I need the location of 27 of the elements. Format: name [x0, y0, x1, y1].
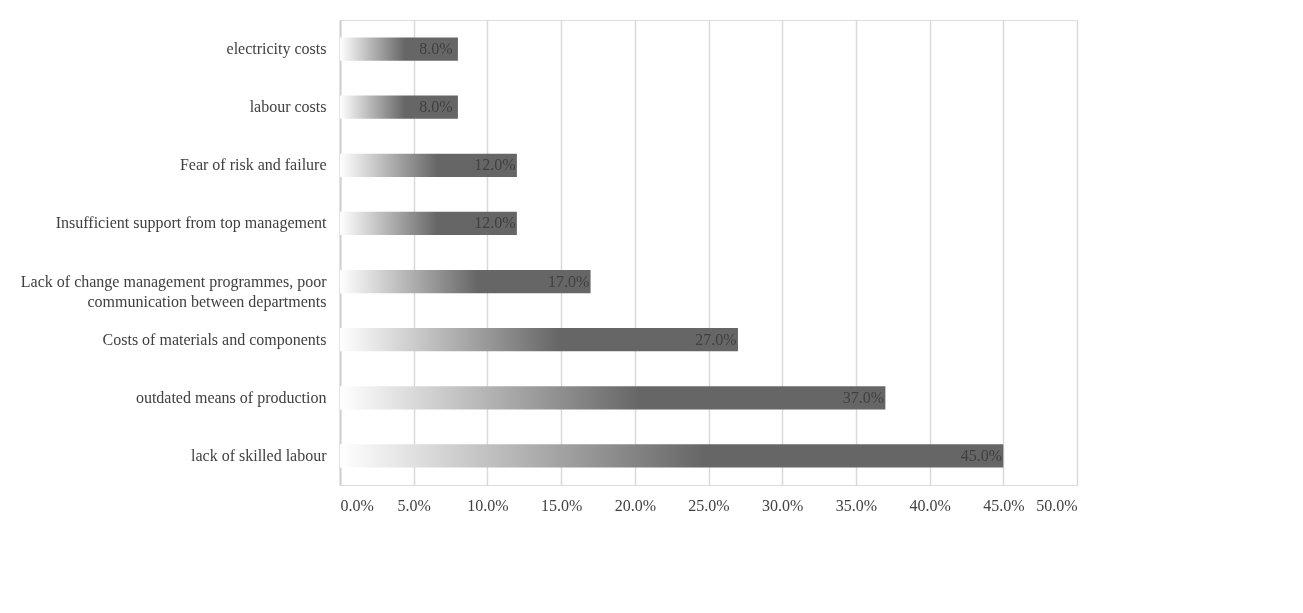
bar — [340, 37, 458, 61]
bar — [340, 211, 517, 236]
x-tick-label: 40.0% — [909, 496, 951, 514]
y-tick-label: outdated means of production — [135, 388, 327, 407]
bar — [340, 269, 591, 294]
bar — [340, 386, 886, 410]
y-tick-label: Costs of materials and components — [102, 330, 327, 349]
x-tick-label: 30.0% — [762, 496, 804, 514]
x-tick-label: 35.0% — [835, 496, 878, 514]
x-tick-label: 50.0% — [1036, 496, 1078, 514]
x-tick-label: 0.0% — [340, 496, 374, 514]
y-tick-label: labour costs — [249, 98, 327, 116]
bar — [340, 328, 738, 352]
x-tick-label: 25.0% — [688, 496, 730, 514]
x-tick-label: 20.0% — [614, 496, 656, 514]
y-tick-label: Fear of risk and failure — [179, 156, 327, 174]
y-tick-label: lack of skilled labour — [190, 446, 328, 464]
x-tick-label: 15.0% — [540, 496, 583, 514]
x-tick-label: 45.0% — [983, 496, 1025, 514]
y-tick-label: electricity costs — [226, 40, 327, 59]
x-tick-label: 10.0% — [467, 496, 509, 514]
bar — [340, 444, 1004, 468]
y-tick-label: Insufficient support from top management — [55, 214, 328, 233]
x-tick-label: 5.0% — [397, 496, 431, 514]
bar — [340, 95, 458, 119]
bar — [340, 153, 517, 177]
y-tick-label: Lack of change management programmes, poor communication between departments — [20, 272, 328, 311]
